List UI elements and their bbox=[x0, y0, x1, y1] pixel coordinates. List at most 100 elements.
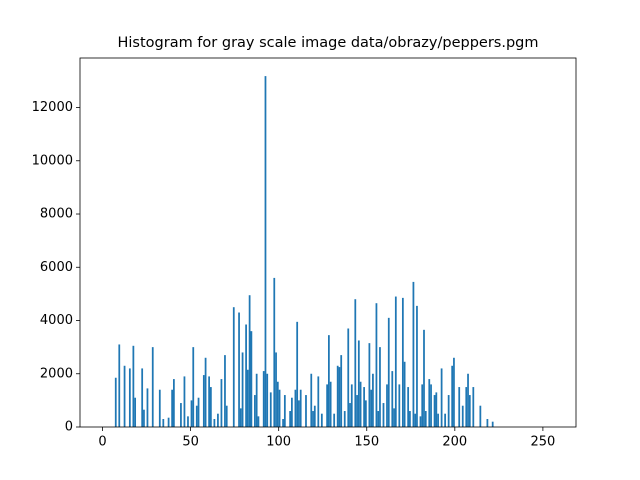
y-tick-label: 8000 bbox=[40, 207, 73, 222]
y-tick-label: 10000 bbox=[32, 153, 73, 168]
histogram-bar bbox=[305, 395, 307, 427]
histogram-bar bbox=[340, 355, 343, 427]
histogram-bar bbox=[458, 387, 461, 427]
histogram-bar bbox=[421, 384, 424, 427]
histogram-bar bbox=[419, 416, 422, 427]
histogram-bar bbox=[377, 411, 380, 427]
histogram-bar bbox=[412, 281, 415, 427]
y-tick-label: 2000 bbox=[40, 366, 73, 381]
histogram-bar bbox=[208, 376, 210, 427]
histogram-bar bbox=[465, 387, 468, 427]
histogram-bar bbox=[220, 379, 223, 427]
histogram-bar bbox=[158, 389, 161, 427]
histogram-bar bbox=[298, 400, 300, 427]
histogram-bar bbox=[246, 369, 249, 427]
histogram-bar bbox=[294, 389, 297, 427]
histogram-bar bbox=[357, 340, 360, 427]
histogram-bar bbox=[151, 347, 154, 427]
histogram-bar bbox=[461, 405, 464, 427]
histogram-bar bbox=[217, 413, 219, 427]
histogram-bar bbox=[329, 381, 332, 427]
y-tick-label: 0 bbox=[65, 420, 73, 435]
histogram-bar bbox=[232, 307, 235, 427]
histogram-bar bbox=[363, 387, 365, 427]
histogram-bar bbox=[375, 303, 378, 427]
y-tick-label: 4000 bbox=[40, 313, 73, 328]
histogram-bar bbox=[296, 321, 299, 427]
histogram-bar bbox=[393, 408, 395, 427]
histogram-bar bbox=[171, 389, 173, 427]
x-tick-label: 200 bbox=[442, 435, 467, 450]
histogram-bar bbox=[276, 381, 279, 427]
histogram-bar bbox=[225, 405, 228, 427]
histogram-bar bbox=[238, 312, 240, 427]
histogram-bar bbox=[382, 403, 385, 427]
histogram-bar bbox=[440, 368, 443, 427]
histogram-bar bbox=[262, 371, 265, 427]
histogram-bar bbox=[197, 397, 200, 427]
histogram-bar bbox=[123, 365, 126, 427]
histogram-bar bbox=[266, 373, 269, 427]
histogram-bar bbox=[326, 384, 328, 427]
histogram-bar bbox=[401, 297, 404, 427]
histogram-bar bbox=[491, 421, 494, 427]
y-tick-label: 6000 bbox=[40, 260, 73, 275]
histogram-bar bbox=[414, 413, 417, 427]
histogram-bar bbox=[283, 395, 286, 427]
chart-title: Histogram for gray scale image data/obra… bbox=[117, 35, 538, 51]
histogram-bar bbox=[328, 335, 330, 427]
histogram-bar bbox=[291, 397, 293, 427]
histogram-bar bbox=[447, 395, 450, 427]
histogram-bar bbox=[368, 343, 371, 427]
histogram-bar bbox=[312, 411, 314, 427]
histogram-bar bbox=[336, 365, 339, 427]
histogram-bar bbox=[192, 347, 195, 427]
x-tick-label: 100 bbox=[266, 435, 291, 450]
histogram-bar bbox=[354, 299, 357, 427]
histogram-bar bbox=[451, 365, 454, 427]
plot-frame bbox=[79, 57, 577, 428]
x-tick-label: 250 bbox=[530, 435, 555, 450]
histogram-bar bbox=[444, 413, 447, 427]
y-tick-label: 12000 bbox=[32, 100, 73, 115]
histogram-bar bbox=[350, 384, 353, 427]
histogram-bar bbox=[387, 317, 390, 427]
histogram-bar bbox=[453, 357, 455, 427]
histogram-bar bbox=[356, 395, 358, 427]
histogram-bar bbox=[195, 405, 198, 427]
histogram-bar bbox=[187, 416, 189, 427]
histogram-bar bbox=[255, 373, 258, 427]
histogram-bar bbox=[254, 395, 256, 427]
histogram-bar bbox=[114, 377, 117, 427]
histogram-bar bbox=[146, 388, 149, 427]
histogram-bar bbox=[364, 400, 367, 427]
histogram-bar bbox=[468, 395, 471, 427]
histogram-bar bbox=[257, 416, 260, 427]
histogram-bar bbox=[173, 379, 175, 427]
x-tick-label: 150 bbox=[354, 435, 379, 450]
histogram-bar bbox=[278, 389, 281, 427]
histogram-bar bbox=[209, 387, 212, 427]
histogram-bar bbox=[132, 345, 135, 427]
histogram-bar bbox=[118, 344, 121, 427]
histogram-bar bbox=[343, 411, 346, 427]
histogram-bar bbox=[359, 381, 362, 427]
histogram-bar bbox=[437, 413, 439, 427]
histogram-bar bbox=[141, 368, 144, 427]
histogram-bar bbox=[423, 329, 425, 427]
histogram-bar bbox=[416, 305, 418, 427]
histogram-bar bbox=[403, 361, 406, 427]
histogram-bar bbox=[370, 389, 373, 427]
histogram-bar bbox=[479, 405, 482, 427]
histogram-bar bbox=[407, 387, 410, 427]
histogram-bar bbox=[204, 357, 207, 427]
histogram-bar bbox=[320, 413, 323, 427]
histogram-bar bbox=[248, 295, 251, 427]
histogram-bar bbox=[239, 408, 242, 427]
histogram-bar bbox=[250, 331, 253, 427]
histogram-bar bbox=[190, 400, 193, 427]
histogram-bar bbox=[241, 352, 244, 427]
histogram-bar bbox=[372, 373, 374, 427]
histogram-bar bbox=[386, 384, 388, 427]
histogram-bar bbox=[162, 419, 165, 427]
